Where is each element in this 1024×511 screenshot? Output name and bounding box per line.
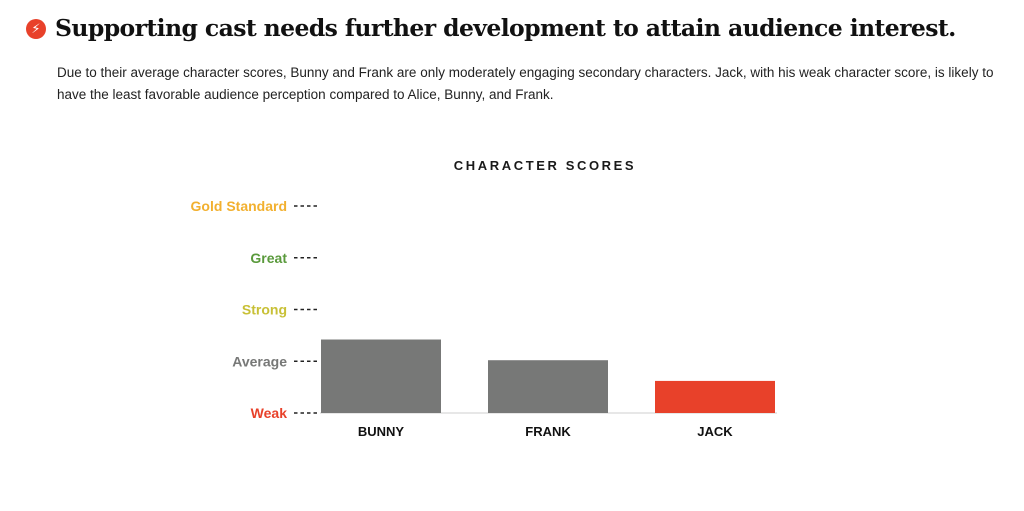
page-title: Supporting cast needs further developmen… [55, 14, 956, 42]
bar-jack [655, 380, 775, 413]
bar-bunny [321, 339, 441, 413]
bar-frank [488, 360, 608, 413]
lightning-bolt-icon: ⚡ [26, 19, 46, 39]
description: Due to their average character scores, B… [57, 65, 994, 102]
y-tick-label: Great [250, 250, 287, 266]
x-tick-label: FRANK [525, 424, 571, 439]
header: ⚡ Supporting cast needs further developm… [26, 14, 956, 42]
x-tick-label: JACK [697, 424, 733, 439]
y-tick-label: Weak [251, 405, 288, 421]
x-tick-label: BUNNY [358, 424, 405, 439]
chart-title: CHARACTER SCORES [453, 158, 637, 173]
y-tick-label: Strong [242, 302, 287, 318]
y-tick-label: Gold Standard [191, 198, 287, 214]
y-tick-label: Average [232, 353, 287, 369]
